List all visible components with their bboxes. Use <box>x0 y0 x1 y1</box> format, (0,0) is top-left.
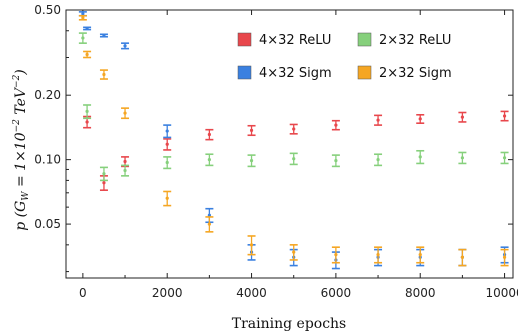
data-point <box>416 113 425 124</box>
series-4-32-sigm <box>78 11 509 270</box>
data-point <box>500 151 509 165</box>
legend-swatch <box>357 65 372 80</box>
legend-entry: 2×32 Sigm <box>357 65 452 81</box>
data-point <box>205 128 214 141</box>
legend-label: 2×32 ReLU <box>379 33 451 48</box>
data-point <box>331 119 340 131</box>
data-point <box>205 153 214 167</box>
x-axis-title: Training epochs <box>232 316 347 332</box>
data-point <box>163 124 172 139</box>
data-point <box>289 152 298 166</box>
data-point <box>163 156 172 170</box>
data-point <box>374 246 383 264</box>
data-point <box>416 246 425 264</box>
y-axis-title: p (GW = 1×10−2 TeV−2) <box>12 69 31 231</box>
data-point <box>374 153 383 167</box>
y-tick-label: 0.10 <box>34 153 61 167</box>
data-point <box>78 32 87 44</box>
data-point <box>99 166 108 182</box>
data-point <box>458 248 467 267</box>
data-point <box>500 110 509 122</box>
x-tick-label: 6000 <box>321 286 352 300</box>
legend-swatch <box>237 32 252 47</box>
data-point <box>331 154 340 168</box>
data-point <box>78 14 87 21</box>
x-tick-label: 0 <box>79 286 87 300</box>
data-point <box>247 235 256 256</box>
data-point <box>121 42 130 50</box>
data-point <box>83 26 92 31</box>
data-point <box>247 124 256 137</box>
data-point <box>416 149 425 165</box>
data-point <box>163 138 172 151</box>
data-point <box>163 190 172 207</box>
legend-entry: 4×32 Sigm <box>237 65 332 81</box>
legend-swatch <box>357 32 372 47</box>
data-point <box>121 107 130 120</box>
data-point <box>205 216 214 233</box>
data-point <box>83 50 92 59</box>
y-tick-label: 0.20 <box>34 88 61 102</box>
y-tick-label: 0.05 <box>34 217 61 231</box>
series-2-32-relu <box>78 32 509 182</box>
data-point <box>374 114 383 126</box>
data-point <box>500 248 509 267</box>
data-point <box>458 111 467 123</box>
data-point <box>289 244 298 261</box>
legend-entry: 4×32 ReLU <box>237 32 331 48</box>
data-point <box>83 104 92 120</box>
data-point <box>289 123 298 135</box>
x-tick-label: 4000 <box>236 286 267 300</box>
x-tick-label: 2000 <box>152 286 183 300</box>
legend-label: 2×32 Sigm <box>379 66 452 81</box>
legend: 4×32 ReLU 2×32 ReLU 4×32 Sigm 2×32 Sigm <box>237 32 452 81</box>
legend-entry: 2×32 ReLU <box>357 32 451 48</box>
plot-frame <box>65 9 514 279</box>
series-4-32-relu <box>83 110 509 191</box>
data-point <box>121 164 130 177</box>
legend-swatch <box>237 65 252 80</box>
legend-label: 4×32 ReLU <box>259 33 331 48</box>
data-point <box>99 33 108 38</box>
y-tick-label: 0.50 <box>34 3 61 17</box>
x-tick-label: 8000 <box>405 286 436 300</box>
legend-label: 4×32 Sigm <box>259 66 332 81</box>
series-layer <box>78 11 509 270</box>
y-axis-ticks: 0.05 0.10 0.20 0.50 <box>34 3 513 273</box>
data-point <box>247 154 256 168</box>
series-2-32-sigm <box>78 14 509 267</box>
data-point <box>331 246 340 264</box>
data-point <box>99 69 108 80</box>
data-point <box>458 151 467 165</box>
